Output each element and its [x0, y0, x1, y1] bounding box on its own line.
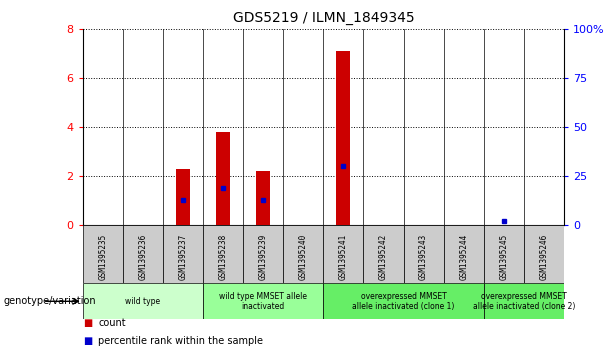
Text: GSM1395240: GSM1395240 [299, 234, 308, 280]
Text: GSM1395238: GSM1395238 [219, 234, 227, 280]
Text: count: count [98, 318, 126, 328]
Text: genotype/variation: genotype/variation [3, 296, 96, 306]
Bar [123, 225, 163, 283]
Bar [324, 283, 484, 319]
Text: GSM1395236: GSM1395236 [139, 234, 147, 280]
Text: overexpressed MMSET
allele inactivated (clone 2): overexpressed MMSET allele inactivated (… [473, 291, 575, 311]
Bar [484, 225, 524, 283]
Bar [83, 225, 123, 283]
Bar [364, 225, 403, 283]
Text: overexpressed MMSET
allele inactivated (clone 1): overexpressed MMSET allele inactivated (… [352, 291, 455, 311]
Text: ■: ■ [83, 336, 92, 346]
Text: GSM1395239: GSM1395239 [259, 234, 268, 280]
Bar [524, 225, 564, 283]
Bar [444, 225, 484, 283]
Bar [176, 169, 190, 225]
Text: GSM1395237: GSM1395237 [178, 234, 188, 280]
Text: GSM1395235: GSM1395235 [98, 234, 107, 280]
Bar [163, 225, 203, 283]
Bar [403, 225, 444, 283]
Bar [484, 283, 564, 319]
Text: wild type: wild type [125, 297, 161, 306]
Bar [256, 171, 270, 225]
Bar [216, 132, 230, 225]
Text: GSM1395241: GSM1395241 [339, 234, 348, 280]
Title: GDS5219 / ILMN_1849345: GDS5219 / ILMN_1849345 [232, 11, 414, 25]
Bar [203, 283, 324, 319]
Text: GSM1395245: GSM1395245 [500, 234, 508, 280]
Text: GSM1395242: GSM1395242 [379, 234, 388, 280]
Bar [83, 283, 203, 319]
Bar [243, 225, 283, 283]
Text: ■: ■ [83, 318, 92, 328]
Bar [337, 51, 351, 225]
Bar [203, 225, 243, 283]
Text: GSM1395246: GSM1395246 [539, 234, 549, 280]
Bar [324, 225, 364, 283]
Text: wild type MMSET allele
inactivated: wild type MMSET allele inactivated [219, 291, 307, 311]
Text: GSM1395244: GSM1395244 [459, 234, 468, 280]
Text: GSM1395243: GSM1395243 [419, 234, 428, 280]
Text: percentile rank within the sample: percentile rank within the sample [98, 336, 263, 346]
Bar [283, 225, 324, 283]
